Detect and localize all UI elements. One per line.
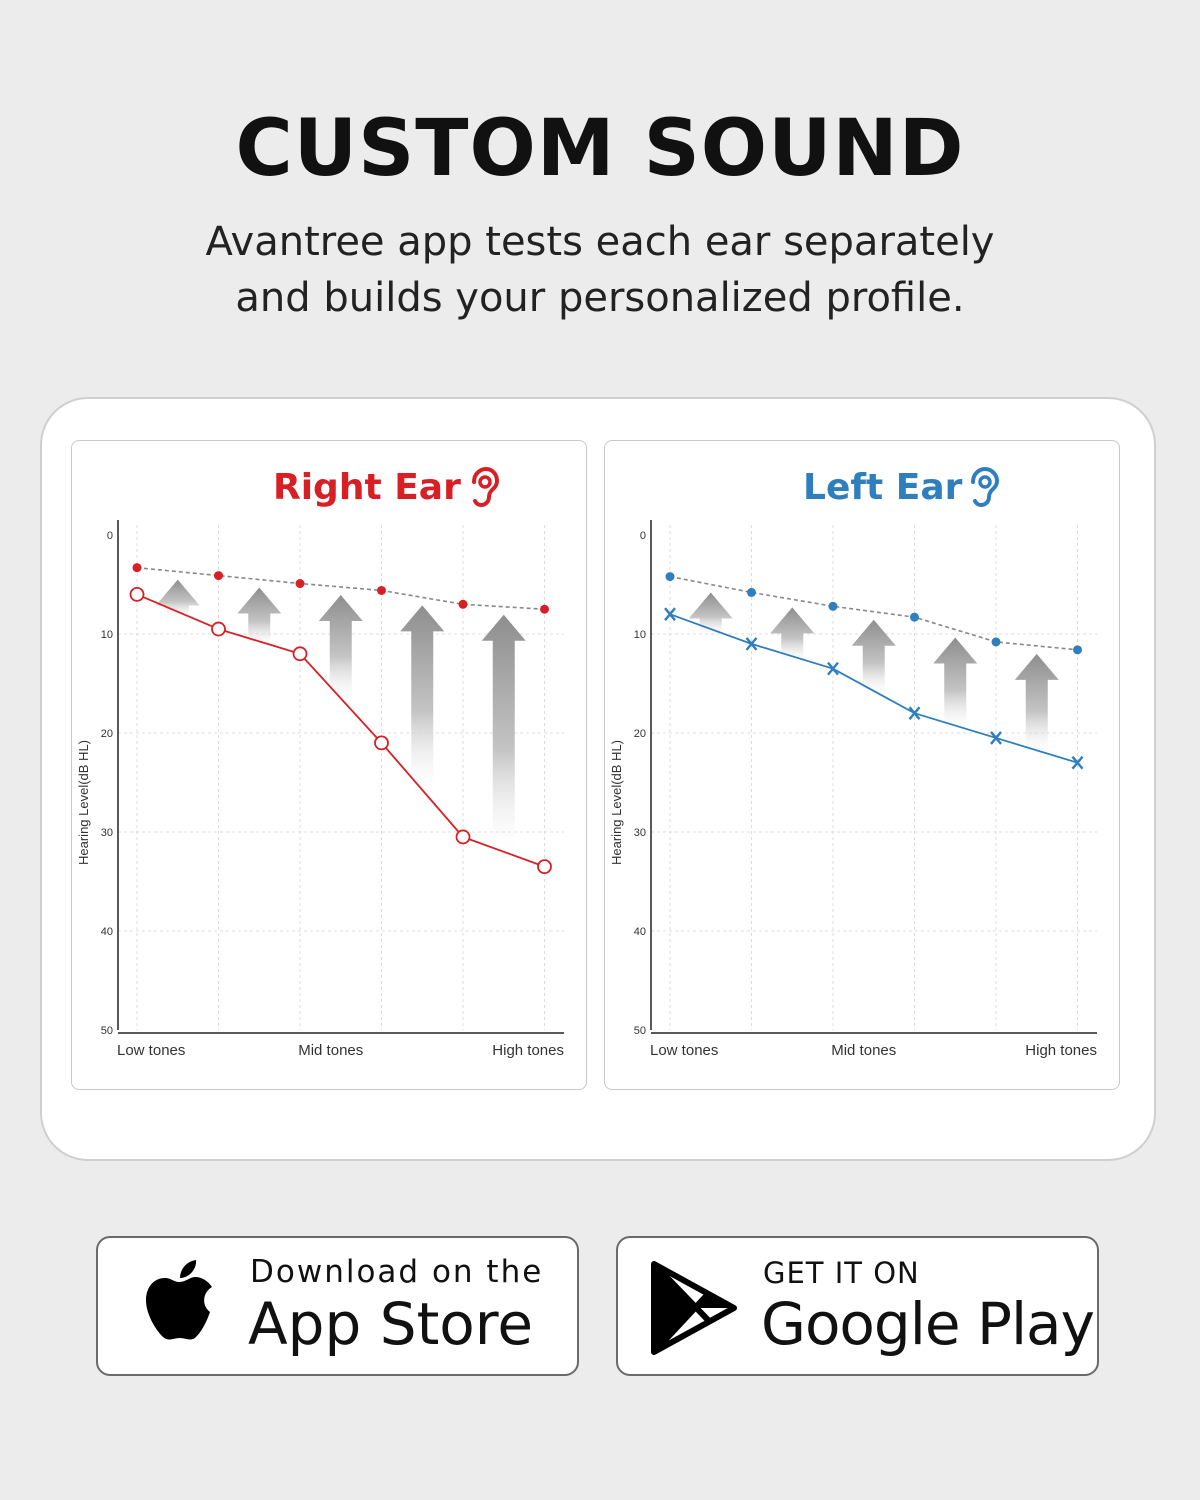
play-icon — [651, 1261, 737, 1355]
x-tick-label: High tones — [1025, 1042, 1097, 1059]
y-tick-label: 50 — [101, 1025, 113, 1037]
ear-icon — [971, 467, 1000, 507]
y-axis-label: Hearing Level(dB HL) — [76, 740, 91, 865]
measured-point — [1071, 755, 1084, 770]
measured-point — [990, 731, 1002, 745]
target-point — [540, 604, 549, 614]
x-tick-label: Mid tones — [831, 1042, 896, 1059]
target-point — [747, 587, 756, 597]
app-store-small-text: Download on the — [250, 1254, 544, 1290]
target-point — [458, 599, 468, 609]
apple-icon — [146, 1260, 212, 1340]
left-ear-title: Left Ear — [803, 462, 1000, 512]
target-point — [377, 585, 386, 595]
y-tick-label: 40 — [101, 926, 113, 938]
y-tick-label: 40 — [634, 926, 646, 938]
x-stroke — [990, 731, 1002, 745]
x-tick-label: Mid tones — [298, 1042, 363, 1059]
target-point — [132, 563, 142, 573]
y-tick-label: 0 — [107, 530, 113, 542]
measured-point — [211, 621, 226, 637]
google-play-big-text: Google Play — [761, 1290, 1095, 1358]
measured-point — [537, 859, 552, 875]
x-stroke — [745, 637, 758, 651]
measured-line — [669, 613, 1078, 764]
boost-arrow — [933, 637, 978, 734]
y-axis-label: Hearing Level(dB HL) — [609, 740, 624, 865]
left-ear-title-text: Left Ear — [803, 466, 963, 508]
y-tick-label: 30 — [634, 827, 646, 839]
measured-point — [129, 587, 145, 602]
x-tick-label: High tones — [492, 1042, 564, 1059]
boost-arrow — [155, 579, 200, 620]
target-point — [910, 612, 919, 622]
x-tick-label: Low tones — [117, 1042, 185, 1059]
x-stroke — [827, 661, 839, 676]
left-ear-card — [604, 440, 1120, 1090]
target-point — [828, 601, 838, 611]
measured-point — [455, 829, 471, 845]
y-tick-label: 20 — [634, 728, 646, 740]
target-line — [136, 566, 545, 611]
subtitle-line-1: Avantree app tests each ear separately — [205, 219, 995, 265]
subtitle: Avantree app tests each ear separately a… — [150, 214, 1050, 326]
boost-arrow — [481, 614, 526, 860]
hearing-charts: 0 10 20 30 40 50 Hearing Level(dB HL) Low tones… — [76, 520, 1097, 1059]
target-line — [669, 575, 1078, 651]
app-store-button[interactable]: Download on the App Store — [96, 1236, 579, 1376]
target-point — [991, 637, 1001, 647]
subtitle-line-2: and builds your personalized profile. — [235, 275, 965, 321]
target-point — [665, 572, 675, 582]
y-tick-label: 0 — [640, 530, 646, 542]
y-tick-label: 20 — [101, 728, 113, 740]
ear-icon — [471, 467, 499, 507]
target-point — [295, 579, 305, 589]
x-tick-label: Low tones — [650, 1042, 718, 1059]
boost-arrow — [237, 587, 282, 650]
measured-point — [664, 607, 676, 621]
right-ear-title-text: Right Ear — [273, 466, 461, 508]
headline: CUSTOM SOUND — [235, 104, 965, 194]
boost-arrow — [1014, 653, 1059, 759]
boost-arrow — [318, 594, 363, 707]
google-play-small-text: GET IT ON — [763, 1256, 920, 1290]
app-store-big-text: App Store — [248, 1290, 534, 1358]
measured-line — [136, 593, 545, 868]
boost-arrow — [770, 607, 815, 665]
measured-point — [374, 735, 389, 751]
boost-arrow — [851, 619, 896, 699]
left-ear-chart: 0 10 20 30 40 50 Hearing Level(dB HL) Low tones… — [609, 520, 1097, 1059]
target-point — [1073, 645, 1082, 655]
boost-arrow — [400, 605, 445, 798]
right-ear-chart: 0 10 20 30 40 50 Hearing Level(dB HL) Low tones… — [76, 520, 564, 1059]
right-ear-title: Right Ear — [273, 462, 499, 512]
measured-point — [827, 661, 839, 676]
y-tick-label: 10 — [634, 629, 646, 641]
y-tick-label: 30 — [101, 827, 113, 839]
x-stroke — [1071, 755, 1084, 770]
measured-point — [292, 646, 308, 662]
measured-point — [745, 637, 758, 651]
measured-point — [908, 706, 921, 720]
boost-arrow — [688, 592, 733, 638]
google-play-button[interactable]: GET IT ON Google Play — [616, 1236, 1099, 1376]
x-stroke — [664, 607, 676, 621]
x-stroke — [908, 706, 921, 720]
y-tick-label: 10 — [101, 629, 113, 641]
y-tick-label: 50 — [634, 1025, 646, 1037]
target-point — [214, 571, 223, 581]
